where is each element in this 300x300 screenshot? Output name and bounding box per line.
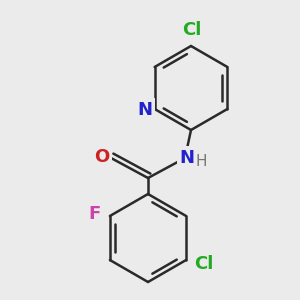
Text: O: O xyxy=(94,148,110,166)
Text: F: F xyxy=(89,205,101,223)
Text: N: N xyxy=(179,149,194,167)
Text: N: N xyxy=(137,101,152,119)
Text: Cl: Cl xyxy=(194,255,214,273)
Text: H: H xyxy=(195,154,207,169)
Text: Cl: Cl xyxy=(182,21,202,39)
